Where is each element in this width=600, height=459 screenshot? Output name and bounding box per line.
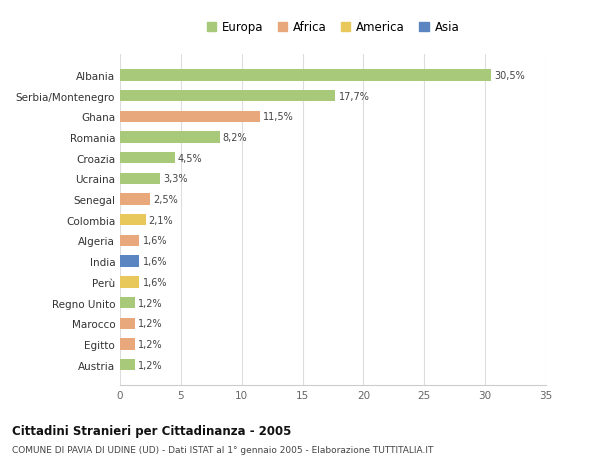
Text: 30,5%: 30,5% — [494, 71, 525, 81]
Bar — [120, 318, 134, 329]
Text: 1,2%: 1,2% — [137, 298, 162, 308]
Text: 3,3%: 3,3% — [163, 174, 188, 184]
Text: 1,2%: 1,2% — [137, 319, 162, 329]
Text: 2,5%: 2,5% — [154, 195, 178, 205]
Text: 1,2%: 1,2% — [137, 339, 162, 349]
Bar — [120, 277, 139, 288]
Text: 1,2%: 1,2% — [137, 360, 162, 370]
Text: 1,6%: 1,6% — [143, 257, 167, 267]
Legend: Europa, Africa, America, Asia: Europa, Africa, America, Asia — [206, 21, 460, 34]
Text: COMUNE DI PAVIA DI UDINE (UD) - Dati ISTAT al 1° gennaio 2005 - Elaborazione TUT: COMUNE DI PAVIA DI UDINE (UD) - Dati IST… — [12, 445, 433, 454]
Bar — [120, 359, 134, 370]
Bar — [120, 70, 491, 81]
Text: 4,5%: 4,5% — [178, 153, 202, 163]
Bar — [120, 194, 151, 205]
Text: 1,6%: 1,6% — [143, 236, 167, 246]
Text: Cittadini Stranieri per Cittadinanza - 2005: Cittadini Stranieri per Cittadinanza - 2… — [12, 424, 292, 437]
Bar — [120, 235, 139, 246]
Bar — [120, 297, 134, 308]
Bar — [120, 256, 139, 267]
Bar — [120, 215, 146, 226]
Bar — [120, 174, 160, 185]
Text: 8,2%: 8,2% — [223, 133, 247, 143]
Text: 11,5%: 11,5% — [263, 112, 294, 122]
Text: 17,7%: 17,7% — [338, 91, 370, 101]
Bar — [120, 339, 134, 350]
Bar — [120, 132, 220, 143]
Text: 1,6%: 1,6% — [143, 277, 167, 287]
Bar — [120, 112, 260, 123]
Text: 2,1%: 2,1% — [149, 215, 173, 225]
Bar — [120, 91, 335, 102]
Bar — [120, 153, 175, 164]
